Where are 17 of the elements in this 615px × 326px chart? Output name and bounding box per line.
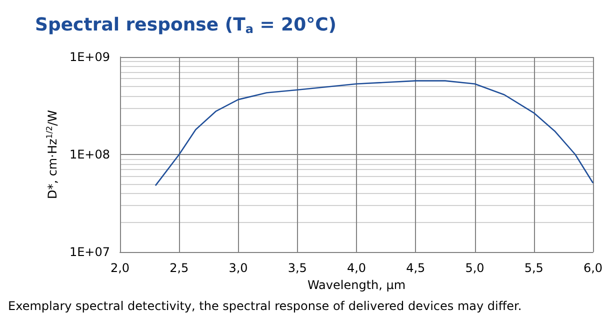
x-tick-label: 3,0 (228, 261, 248, 275)
x-tick-label: 5,0 (465, 261, 484, 275)
y-axis-title: D*, cm·Hz1/2/W (45, 110, 60, 200)
x-tick-label: 6,0 (583, 261, 603, 275)
y-tick-label: 1E+08 (69, 148, 110, 162)
chart-title: Spectral response (Ta = 20°C) (35, 14, 337, 36)
x-tick-label: 2,0 (110, 261, 130, 275)
x-tick-label: 4,5 (406, 261, 426, 275)
line-series (154, 80, 594, 186)
x-tick-label: 3,5 (288, 261, 307, 275)
x-tick-label: 5,5 (524, 261, 544, 275)
x-tick-label: 2,5 (170, 261, 189, 275)
y-tick-label: 1E+07 (69, 245, 110, 259)
x-axis-title: Wavelength, µm (307, 278, 406, 292)
x-tick-label: 4,0 (346, 261, 366, 275)
y-tick-label: 1E+09 (69, 50, 110, 64)
text: Exemplary spectral detectivity, the spectral response of delivered devices may differ. (8, 299, 522, 313)
